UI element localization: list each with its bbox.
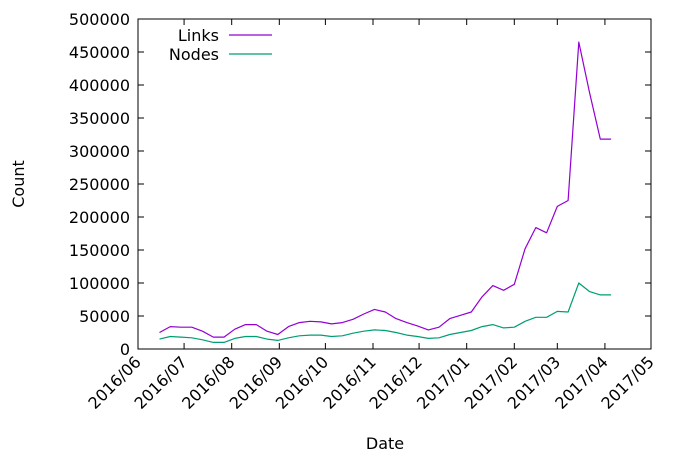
- series-line-links: [159, 41, 612, 338]
- y-tick-label: 350000: [69, 109, 130, 128]
- series-line-nodes: [159, 282, 612, 343]
- plot-frame: [137, 18, 652, 350]
- x-axis: 2016/062016/072016/082016/092016/102016/…: [84, 19, 658, 413]
- x-axis-title: Date: [366, 434, 404, 453]
- y-tick-label: 250000: [69, 175, 130, 194]
- series-layer: [159, 41, 612, 343]
- y-tick-label: 300000: [69, 142, 130, 161]
- y-tick-label: 500000: [69, 10, 130, 29]
- y-tick-label: 150000: [69, 241, 130, 260]
- y-axis-title: Count: [9, 160, 28, 208]
- legend-label-links: Links: [178, 26, 219, 45]
- y-tick-label: 0: [120, 340, 130, 359]
- y-tick-label: 400000: [69, 76, 130, 95]
- y-tick-label: 450000: [69, 43, 130, 62]
- y-axis: 0 50000 100000 150000 200000 250000 300000 3500…: [69, 10, 651, 359]
- y-tick-label: 200000: [69, 208, 130, 227]
- y-tick-label: 100000: [69, 274, 130, 293]
- y-tick-label: 50000: [79, 307, 130, 326]
- legend-label-nodes: Nodes: [169, 45, 219, 64]
